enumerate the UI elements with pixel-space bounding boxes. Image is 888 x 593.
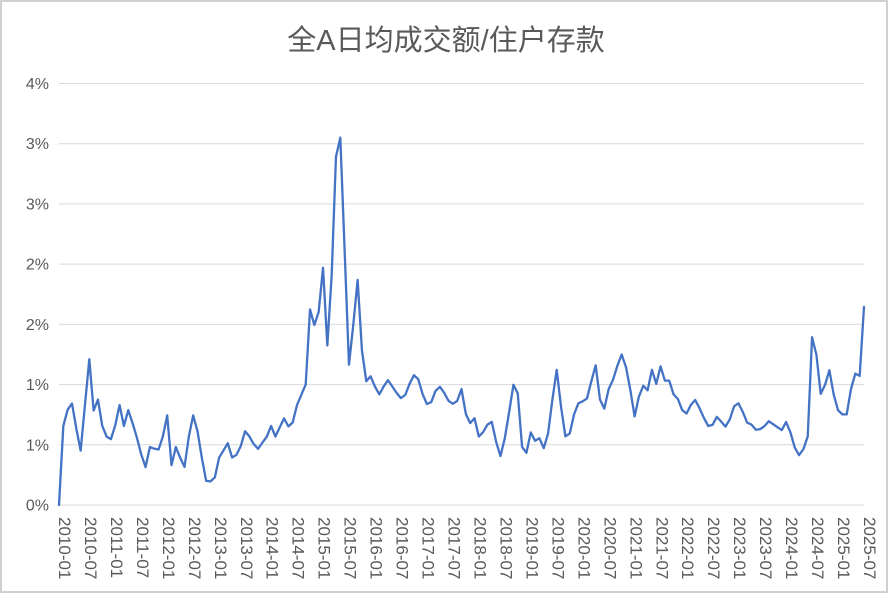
- svg-text:2016-07: 2016-07: [393, 517, 412, 579]
- svg-text:2014-01: 2014-01: [263, 517, 282, 579]
- svg-text:2012-01: 2012-01: [159, 517, 178, 579]
- svg-text:2017-01: 2017-01: [419, 517, 438, 579]
- svg-text:2018-07: 2018-07: [496, 517, 515, 579]
- svg-text:2%: 2%: [26, 317, 49, 334]
- svg-text:2016-01: 2016-01: [367, 517, 386, 579]
- svg-text:2022-01: 2022-01: [678, 517, 697, 579]
- svg-text:2017-07: 2017-07: [445, 517, 464, 579]
- svg-text:2014-07: 2014-07: [289, 517, 308, 579]
- svg-text:2023-01: 2023-01: [730, 517, 749, 579]
- svg-text:2024-01: 2024-01: [782, 517, 801, 579]
- svg-text:3%: 3%: [26, 136, 49, 153]
- svg-text:2010-01: 2010-01: [55, 517, 74, 579]
- svg-text:1%: 1%: [26, 437, 49, 454]
- svg-text:2025-07: 2025-07: [860, 517, 879, 579]
- svg-text:2015-07: 2015-07: [341, 517, 360, 579]
- svg-text:2019-01: 2019-01: [522, 517, 541, 579]
- svg-text:2%: 2%: [26, 257, 49, 274]
- svg-text:1%: 1%: [26, 377, 49, 394]
- svg-text:2021-07: 2021-07: [652, 517, 671, 579]
- svg-text:2011-07: 2011-07: [133, 517, 152, 578]
- svg-text:2024-07: 2024-07: [808, 517, 827, 579]
- svg-text:2011-01: 2011-01: [107, 517, 126, 578]
- svg-text:2010-07: 2010-07: [81, 517, 100, 579]
- svg-text:0%: 0%: [26, 498, 49, 515]
- svg-text:2018-01: 2018-01: [470, 517, 489, 579]
- svg-text:2013-01: 2013-01: [211, 517, 230, 579]
- svg-text:2021-01: 2021-01: [626, 517, 645, 579]
- svg-text:2025-01: 2025-01: [834, 517, 853, 579]
- svg-text:2023-07: 2023-07: [756, 517, 775, 579]
- svg-text:2022-07: 2022-07: [704, 517, 723, 579]
- svg-text:4%: 4%: [26, 76, 49, 93]
- svg-text:2013-07: 2013-07: [237, 517, 256, 579]
- svg-text:2019-07: 2019-07: [548, 517, 567, 579]
- svg-text:2020-07: 2020-07: [600, 517, 619, 579]
- svg-text:2020-01: 2020-01: [574, 517, 593, 579]
- svg-text:3%: 3%: [26, 196, 49, 213]
- svg-text:2015-01: 2015-01: [315, 517, 334, 579]
- svg-text:2012-07: 2012-07: [185, 517, 204, 579]
